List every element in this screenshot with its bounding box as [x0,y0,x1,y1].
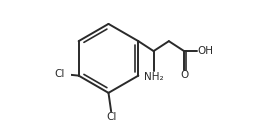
Text: NH₂: NH₂ [144,72,163,82]
Text: Cl: Cl [106,112,116,122]
Text: O: O [180,70,188,80]
Text: Cl: Cl [54,69,65,79]
Text: OH: OH [197,46,213,56]
